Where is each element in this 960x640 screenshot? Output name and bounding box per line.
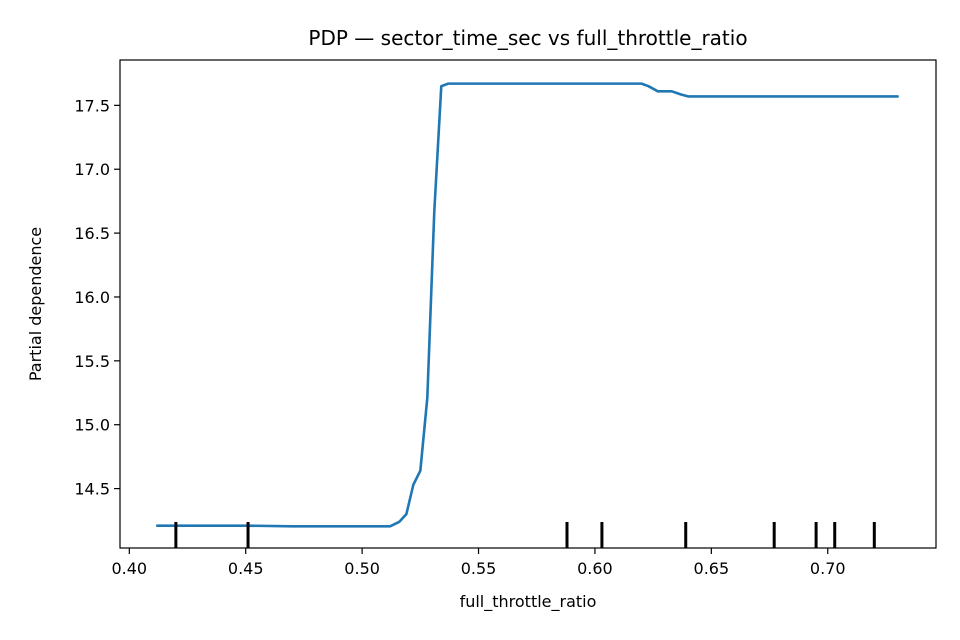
x-axis: 0.40 0.45 0.50 0.55 0.60 0.65 0.70 [111, 548, 846, 578]
y-tick-label: 14.5 [74, 480, 110, 499]
x-axis-title: full_throttle_ratio [460, 592, 597, 612]
x-tick-label: 0.45 [228, 559, 264, 578]
x-tick-label: 0.70 [810, 559, 846, 578]
y-tick-label: 17.0 [74, 160, 110, 179]
series-line-0 [155, 82, 899, 528]
x-tick-label: 0.40 [111, 559, 147, 578]
x-tick-label: 0.55 [461, 559, 497, 578]
y-tick-label: 15.0 [74, 416, 110, 435]
x-tick-label: 0.50 [344, 559, 380, 578]
y-tick-label: 16.0 [74, 288, 110, 307]
y-tick-label: 16.5 [74, 224, 110, 243]
plot-area [119, 59, 937, 549]
y-axis-title: Partial dependence [26, 227, 45, 381]
y-tick-label: 15.5 [74, 352, 110, 371]
plot-frame [119, 59, 937, 549]
chart-title: PDP — sector_time_sec vs full_throttle_r… [308, 26, 747, 50]
x-tick-label: 0.65 [694, 559, 730, 578]
x-tick-label: 0.60 [577, 559, 613, 578]
y-axis: 14.5 15.0 15.5 16.0 16.5 17.0 17.5 [74, 96, 120, 499]
y-tick-label: 17.5 [74, 96, 110, 115]
